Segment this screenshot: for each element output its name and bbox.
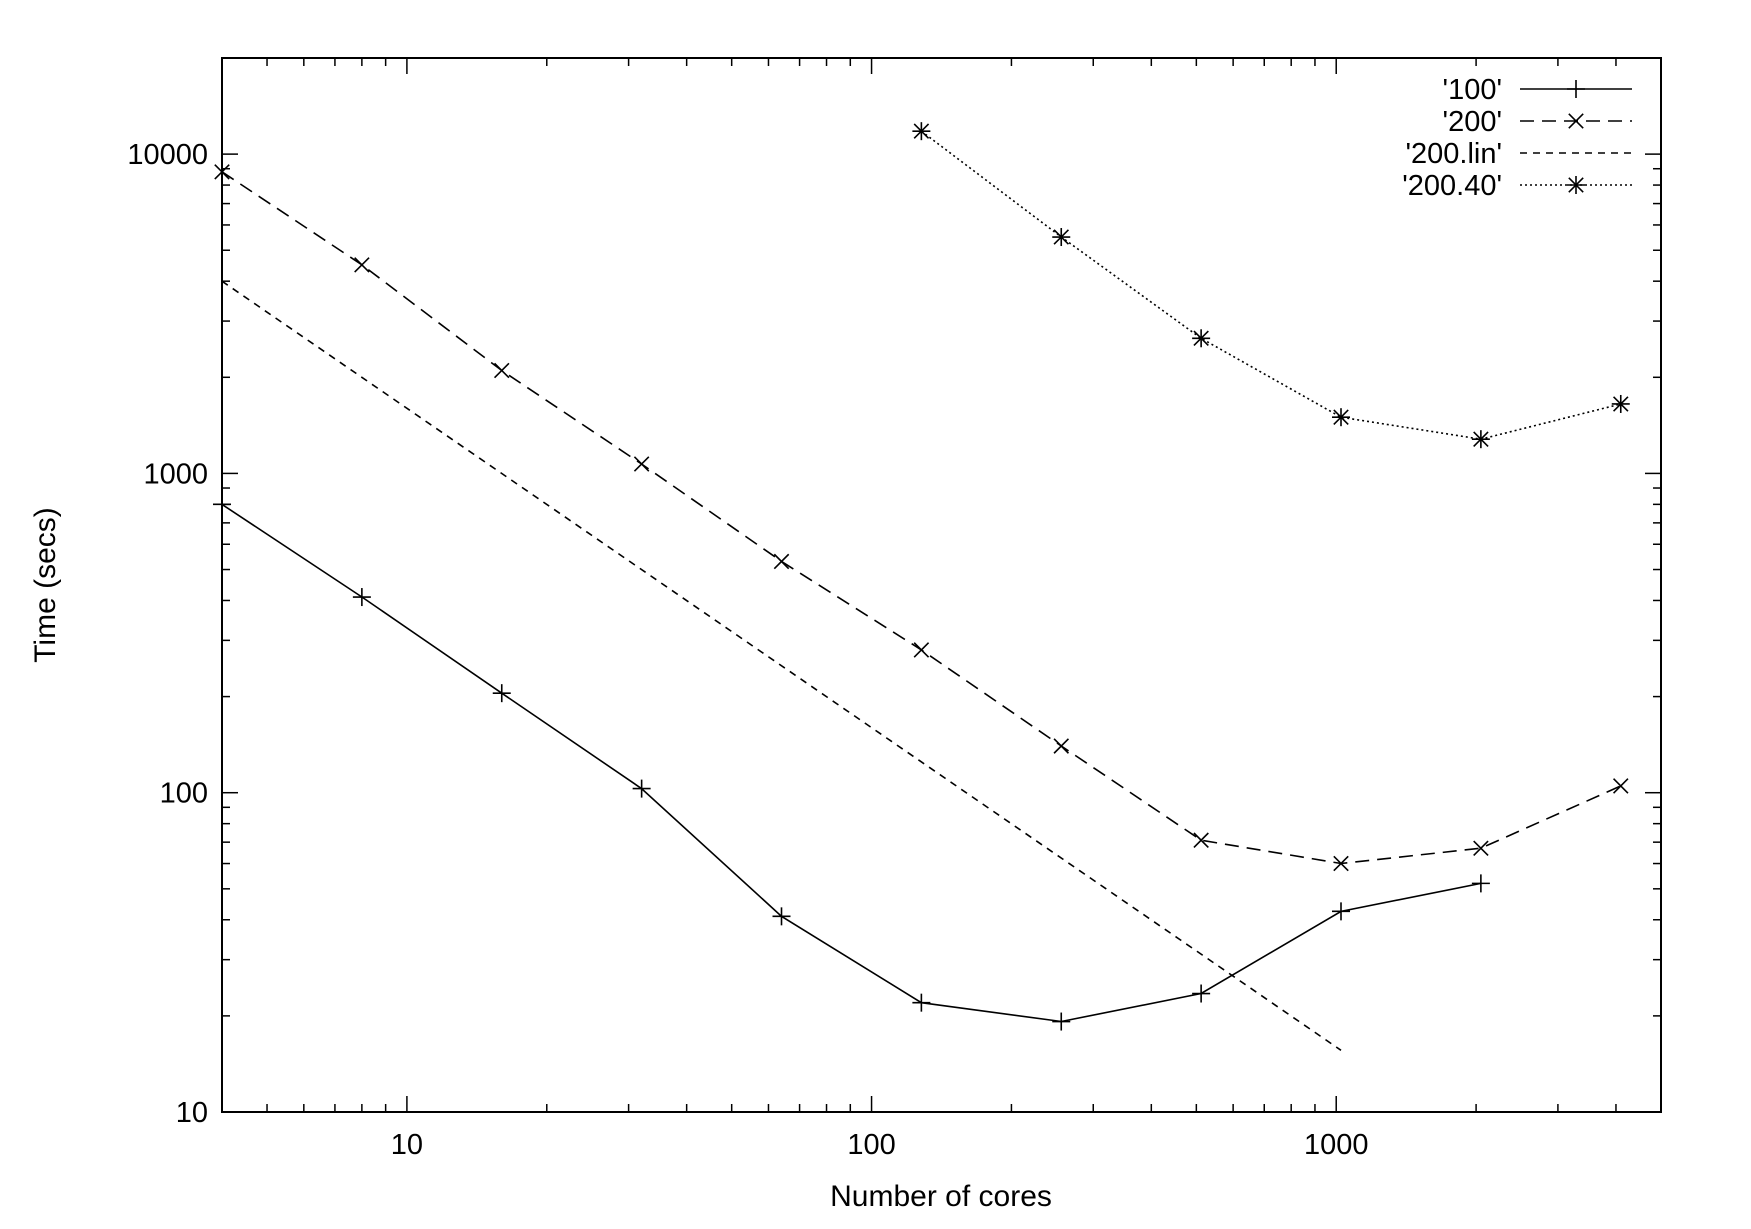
series-line	[221, 280, 1342, 1051]
data-point	[913, 642, 930, 658]
axis-ticks: 10 100 1000 10 100 1000 10000	[127, 57, 1662, 1161]
data-point	[492, 684, 511, 703]
series-line	[920, 130, 1621, 441]
data-point	[352, 588, 371, 607]
x-axis-label: Number of cores	[830, 1180, 1052, 1213]
data-point	[1192, 984, 1211, 1003]
x-tick-label: 1000	[1304, 1129, 1369, 1161]
legend-label: '200'	[1443, 106, 1502, 138]
y-tick-label: 100	[160, 778, 208, 810]
legend-label: '200.lin'	[1405, 138, 1502, 170]
x-tick-label: 10	[391, 1129, 423, 1161]
data-point	[493, 362, 510, 379]
data-point	[1053, 738, 1070, 754]
data-point	[1611, 394, 1630, 413]
x-tick-label: 100	[847, 1129, 895, 1161]
data-point	[213, 495, 231, 514]
data-point	[1612, 778, 1629, 794]
legend-label: '200.40'	[1402, 170, 1502, 202]
series-line	[221, 171, 1622, 865]
legend-marker	[1567, 80, 1585, 98]
data-point	[772, 907, 791, 926]
y-tick-label: 10	[176, 1097, 208, 1129]
data-point	[773, 553, 790, 570]
legend-item: '200.40'	[1402, 170, 1632, 202]
legend-item: '200'	[1443, 106, 1632, 138]
data-point	[1332, 902, 1351, 921]
data-point	[1333, 855, 1349, 872]
series-layer	[213, 122, 1630, 1051]
series-2	[221, 280, 1342, 1051]
series-0	[213, 495, 1490, 1031]
data-point	[1471, 874, 1490, 893]
legend-item: '200.lin'	[1405, 138, 1632, 170]
plot-area-frame	[221, 57, 1662, 1113]
data-point	[214, 164, 230, 180]
data-point	[1052, 228, 1071, 247]
data-point	[354, 257, 370, 273]
data-point	[632, 779, 651, 798]
data-point	[1471, 430, 1490, 449]
series-3	[912, 122, 1630, 449]
legend: '100''200''200.lin''200.40'	[1402, 74, 1632, 202]
data-point	[1052, 1012, 1071, 1031]
legend-label: '100'	[1443, 74, 1502, 106]
y-tick-label: 1000	[143, 458, 208, 490]
series-1	[214, 164, 1629, 872]
legend-marker	[1567, 176, 1585, 194]
series-line	[221, 503, 1482, 1023]
data-point	[912, 122, 931, 141]
y-tick-label: 10000	[127, 139, 208, 171]
legend-marker	[1568, 113, 1584, 129]
data-point	[1192, 329, 1211, 348]
legend-item: '100'	[1443, 74, 1632, 106]
y-axis-label: Time (secs)	[29, 507, 62, 663]
data-point	[1332, 408, 1351, 427]
data-point	[633, 456, 650, 472]
data-point	[1193, 832, 1209, 848]
data-point	[912, 993, 931, 1012]
data-point	[1473, 840, 1489, 857]
